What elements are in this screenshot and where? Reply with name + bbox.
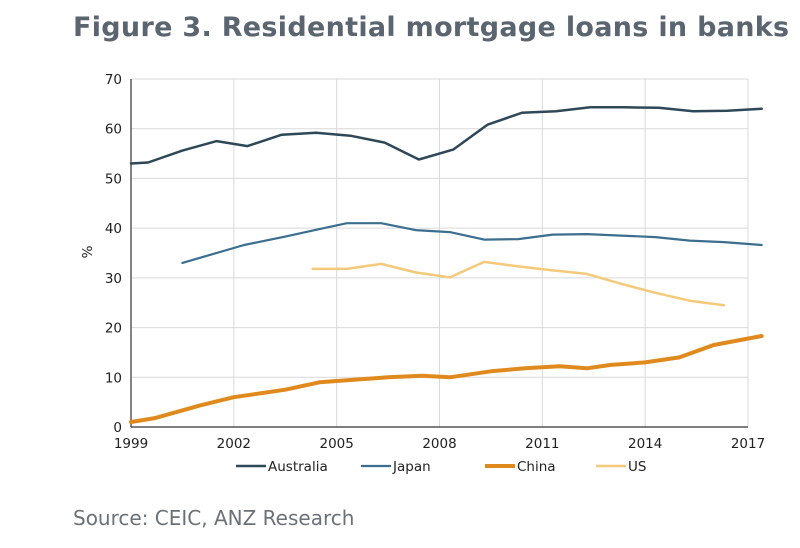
y-tick-label: 60 (105, 122, 122, 138)
x-tick-label: 2017 (731, 436, 765, 452)
legend-label: US (628, 459, 646, 475)
series-lines (129, 106, 764, 424)
legend-label: Australia (268, 459, 328, 475)
y-tick-label: 0 (113, 420, 122, 436)
legend-item-australia: Australia (236, 459, 328, 475)
y-tick-label: 10 (105, 370, 122, 386)
y-tick-label: 50 (105, 171, 122, 187)
axes (130, 79, 748, 428)
legend-item-japan: Japan (361, 459, 431, 475)
y-axis-label: % (80, 245, 96, 258)
chart-source: Source: CEIC, ANZ Research (73, 506, 355, 530)
x-tick-label: 2014 (628, 436, 662, 452)
series-line-australia (129, 106, 763, 165)
x-tick-label: 2005 (319, 436, 353, 452)
x-tick-label: 1999 (114, 436, 148, 452)
legend-label: Japan (392, 459, 431, 475)
legend-label: China (517, 459, 556, 475)
legend: Australia Japan China US (236, 459, 646, 475)
x-tick-label: 2008 (422, 436, 456, 452)
series-line-japan (181, 222, 763, 264)
y-tick-label: 30 (105, 271, 122, 287)
y-tick-label: 40 (105, 221, 122, 237)
series-line-us (311, 260, 726, 307)
x-tick-label: 2002 (217, 436, 251, 452)
legend-item-us: US (596, 459, 646, 475)
x-tick-label: 2011 (525, 436, 559, 452)
legend-item-china: China (485, 459, 556, 475)
y-tick-label: 70 (105, 72, 122, 88)
chart-title: Figure 3. Residential mortgage loans in … (73, 12, 790, 43)
series-line-china (129, 334, 764, 424)
tick-labels: 0 10 20 30 40 50 60 70 1999 2002 2005 2008 2011 2014 2… (105, 72, 765, 452)
y-tick-label: 20 (105, 321, 122, 337)
